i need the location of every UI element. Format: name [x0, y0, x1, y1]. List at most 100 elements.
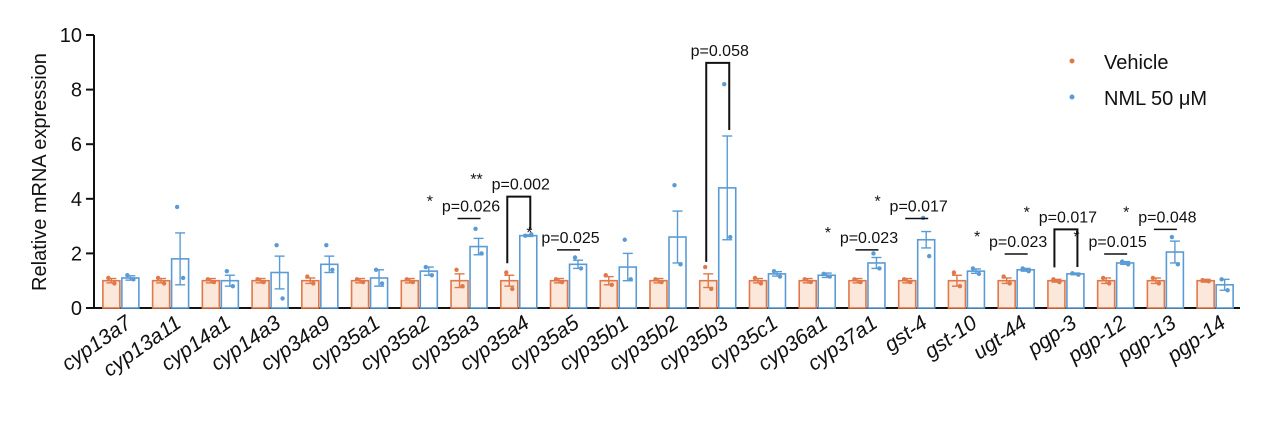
data-point — [1007, 281, 1012, 286]
significance-stars: * — [526, 225, 532, 242]
p-value-label: p=0.015 — [1089, 234, 1147, 251]
data-point — [379, 281, 385, 286]
data-point — [622, 237, 627, 242]
data-point — [125, 273, 130, 278]
significance-stars: * — [1024, 204, 1030, 221]
data-point — [373, 267, 379, 272]
bar-group-cyp35a2 — [400, 264, 439, 309]
p-value-label: p=0.002 — [492, 177, 550, 194]
data-point — [678, 262, 683, 267]
y-tick-label: 10 — [60, 25, 82, 47]
data-point — [404, 277, 410, 282]
significance-stars: * — [1073, 229, 1079, 246]
data-point — [808, 279, 813, 285]
data-point — [1175, 262, 1181, 267]
data-point — [572, 255, 578, 260]
data-point — [1020, 266, 1025, 271]
nml-bar — [916, 238, 936, 309]
p-value-label: p=0.023 — [989, 234, 1047, 251]
legend-item-nml: NML 50 μM — [1069, 88, 1207, 110]
bar-group-gst-4 — [897, 215, 936, 309]
bar-group-cyp34a9 — [301, 243, 339, 309]
vehicle-bar — [997, 279, 1016, 309]
bar-group-cyp35c1 — [748, 268, 787, 309]
data-point — [559, 279, 565, 285]
data-point — [970, 266, 976, 271]
data-point — [360, 279, 366, 285]
data-point — [1206, 279, 1211, 284]
data-point — [852, 277, 857, 282]
data-point — [1076, 272, 1081, 277]
bar-group-pgp-12 — [1096, 259, 1135, 309]
bar-group-ugt-44 — [997, 266, 1035, 309]
y-tick-label: 6 — [71, 134, 82, 156]
nml-bar — [1066, 273, 1085, 309]
data-point — [174, 204, 180, 210]
bar-group-pgp-14 — [1196, 277, 1234, 309]
bar-group-cyp35b3 — [698, 81, 737, 309]
bar-group-pgp-3 — [1047, 271, 1085, 309]
y-tick-label: 8 — [71, 80, 82, 102]
vehicle-bar — [151, 279, 171, 309]
bars — [102, 81, 1234, 309]
vehicle-bar — [1096, 279, 1116, 309]
bar-group-gst-10 — [947, 266, 986, 309]
data-point — [957, 283, 963, 289]
data-point — [771, 268, 777, 274]
data-point — [777, 274, 783, 279]
data-point — [609, 282, 614, 287]
nml-bar — [469, 245, 488, 309]
y-tick-label: 2 — [71, 243, 82, 265]
data-point — [255, 277, 260, 282]
p-value-annotation: p=0.017 * — [1024, 204, 1097, 268]
data-point — [1026, 268, 1031, 274]
data-point — [553, 277, 559, 282]
data-point — [1119, 259, 1125, 264]
data-point — [827, 274, 832, 279]
significance-bracket — [506, 195, 532, 264]
vehicle-bar — [1196, 279, 1215, 309]
p-value-label: p=0.048 — [1138, 209, 1196, 226]
vehicle-bar — [400, 279, 420, 309]
data-point — [112, 281, 117, 286]
legend: Vehicle NML 50 μM — [1069, 52, 1207, 110]
data-point — [529, 232, 534, 237]
vehicle-bar — [897, 279, 917, 309]
data-point — [460, 283, 465, 289]
significance-stars: * — [974, 229, 980, 246]
p-value-label: p=0.026 — [442, 198, 500, 215]
data-point — [907, 279, 913, 285]
data-point — [1001, 274, 1006, 279]
vehicle-bar — [748, 279, 768, 309]
bar-group-cyp35a4 — [499, 232, 538, 309]
data-point — [659, 279, 664, 285]
vehicle-bar — [201, 279, 221, 309]
legend-marker — [1069, 94, 1075, 100]
x-axis-labels: cyp13a7cyp13a11cyp14a1cyp14a3cyp34a9cyp3… — [57, 311, 1229, 382]
data-point — [330, 267, 335, 272]
significance-stars: * — [427, 193, 433, 210]
bar-group-pgp-13 — [1146, 234, 1185, 309]
p-value-label: p=0.023 — [840, 230, 898, 247]
nml-bar — [518, 234, 538, 309]
data-point — [324, 243, 329, 248]
legend-marker — [1069, 58, 1075, 64]
y-axis: 0 2 4 6 8 10 — [60, 25, 1240, 320]
bar-group-cyp35a1 — [350, 267, 389, 309]
data-point — [1219, 277, 1224, 282]
bar-group-cyp37a1 — [848, 251, 886, 309]
data-point — [429, 273, 435, 278]
data-point — [224, 268, 230, 274]
data-point — [180, 275, 186, 281]
significance-bracket — [705, 61, 731, 262]
p-value-annotation: p=0.026 * — [427, 193, 500, 220]
y-axis-label: Relative mRNA expression — [29, 53, 51, 291]
legend-item-vehicle: Vehicle — [1069, 52, 1169, 74]
bar-group-cyp35b1 — [599, 237, 638, 309]
data-point — [1156, 281, 1162, 286]
significance-bracket — [1053, 228, 1079, 268]
data-point — [1100, 275, 1106, 281]
data-point — [752, 275, 758, 281]
p-value-annotation: p=0.015 * — [1073, 229, 1147, 255]
